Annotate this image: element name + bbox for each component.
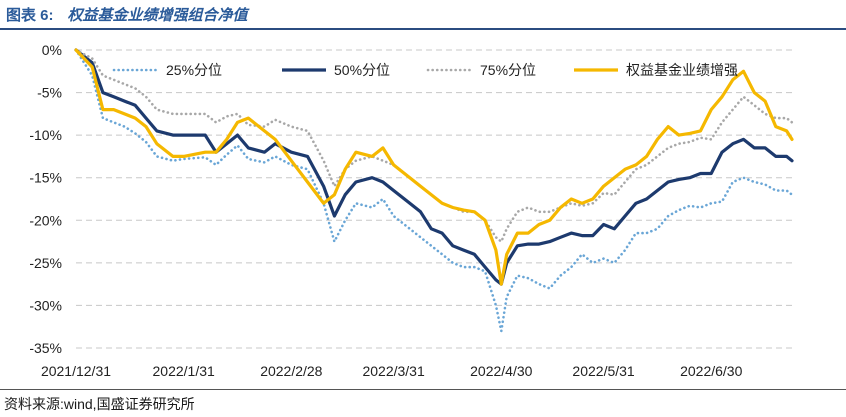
legend-label: 75%分位 [480,62,536,78]
legend: 25%分位 50%分位 75%分位 权益基金业绩增强 [112,62,738,78]
title-divider [0,28,846,30]
y-tick-label: 0% [42,42,62,58]
figure-title: 图表 6: 权益基金业绩增强组合净值 [6,4,248,25]
footer-divider [0,389,846,390]
x-tick-label: 2022/2/28 [260,363,322,379]
series-line [74,48,794,286]
y-tick-label: -20% [29,212,62,228]
legend-label: 25%分位 [166,62,222,78]
legend-label: 权益基金业绩增强 [626,62,738,78]
series-line [74,48,794,286]
series-line [74,48,794,243]
y-tick-label: -25% [29,255,62,271]
y-tick-label: -15% [29,170,62,186]
figure-number: 图表 6: [6,7,54,24]
series-lines [74,48,794,333]
source-note: 资料来源:wind,国盛证券研究所 [4,396,195,412]
line-chart: 0% -5% -10% -15% -20% -25% -30% -35% 2021/12/31… [29,42,794,379]
legend-label: 50%分位 [334,62,390,78]
y-axis-ticks: 0% -5% -10% -15% -20% -25% -30% -35% [29,42,62,356]
chart-area: 0% -5% -10% -15% -20% -25% -30% -35% 2021/12/31… [0,34,846,384]
y-tick-label: -10% [29,127,62,143]
figure-name: 权益基金业绩增强组合净值 [67,7,248,24]
series-line [74,48,794,333]
x-tick-label: 2022/3/31 [362,363,424,379]
x-tick-label: 2021/12/31 [41,363,111,379]
y-tick-label: -5% [37,85,62,101]
x-tick-label: 2022/6/30 [680,363,742,379]
x-tick-label: 2022/4/30 [470,363,532,379]
x-tick-label: 2022/1/31 [153,363,215,379]
x-tick-label: 2022/5/31 [572,363,634,379]
x-axis-ticks: 2021/12/31 2022/1/31 2022/2/28 2022/3/31 202… [41,363,743,379]
y-tick-label: -30% [29,297,62,313]
grid-lines [76,49,792,349]
y-tick-label: -35% [29,340,62,356]
